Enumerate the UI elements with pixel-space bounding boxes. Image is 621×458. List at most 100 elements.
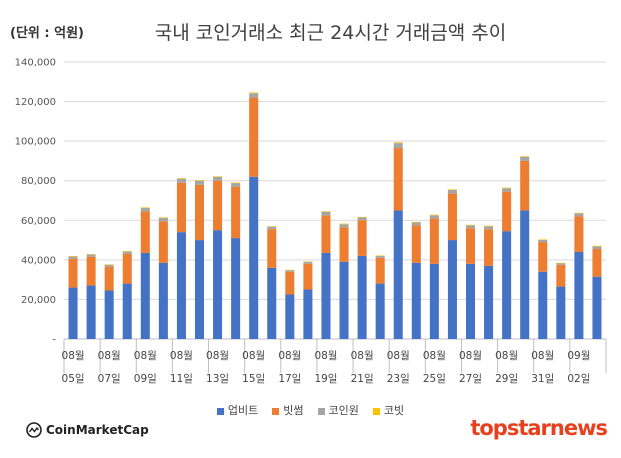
bar-segment-bithumb: [592, 248, 602, 277]
bar-segment-upbit: [502, 231, 512, 339]
x-tick-month: 08월: [98, 350, 121, 362]
x-tick-day: 19일: [314, 372, 337, 385]
bar-segment-coinone: [339, 224, 349, 228]
bar-segment-coinone: [502, 188, 512, 192]
bar-segment-bithumb: [231, 186, 241, 239]
bar-segment-korbit: [86, 254, 96, 255]
bar-segment-korbit: [321, 211, 331, 212]
bar-segment-upbit: [249, 176, 259, 339]
bar-segment-coinone: [158, 217, 168, 222]
bar-segment-bithumb: [393, 148, 403, 211]
bar-segment-korbit: [556, 262, 566, 264]
bar-segment-coinone: [429, 215, 439, 219]
bar-segment-korbit: [122, 251, 132, 252]
bar-segment-bithumb: [447, 193, 457, 241]
bar-segment-bithumb: [375, 257, 385, 284]
bar-segment-upbit: [339, 261, 349, 339]
bar-segment-upbit: [447, 240, 457, 339]
bar-segment-coinone: [556, 263, 566, 265]
legend-swatch: [372, 407, 380, 415]
legend-label: 빗썸: [283, 404, 304, 417]
bar-segment-coinone: [520, 156, 530, 161]
bar-segment-korbit: [429, 214, 439, 216]
x-tick-day: 13일: [206, 372, 229, 385]
x-tick-month: 08월: [423, 350, 446, 362]
bar-segment-bithumb: [357, 220, 367, 256]
bar-segment-korbit: [339, 223, 349, 225]
bar-segment-korbit: [357, 216, 367, 218]
bar-segment-korbit: [502, 187, 512, 189]
x-tick-month: 08월: [278, 350, 301, 362]
bar-segment-bithumb: [249, 97, 259, 177]
bar-segment-korbit: [484, 225, 494, 227]
x-tick-day: 11일: [170, 372, 193, 385]
chart-title: 국내 코인거래소 최근 24시간 거래금액 추이: [154, 22, 507, 44]
bar-segment-upbit: [285, 294, 295, 339]
x-tick-day: 21일: [351, 372, 374, 385]
x-tick-day: 17일: [278, 372, 301, 385]
bar-segment-upbit: [411, 262, 421, 339]
y-tick-label: 60,000: [21, 216, 56, 227]
bar-segment-bithumb: [213, 180, 223, 231]
legend-swatch: [216, 407, 224, 415]
bar-segment-bithumb: [556, 264, 566, 287]
bar-segment-upbit: [393, 210, 403, 339]
bar-segment-korbit: [231, 182, 241, 184]
bar-segment-bithumb: [502, 191, 512, 232]
bar-segment-bithumb: [303, 263, 313, 290]
bar-segment-upbit: [104, 290, 114, 339]
bar-segment-upbit: [68, 287, 78, 339]
bar-segment-coinone: [231, 183, 241, 187]
bar-segment-coinone: [249, 93, 259, 98]
bar-segment-korbit: [520, 156, 530, 157]
y-tick-label: 100,000: [15, 137, 56, 148]
bar-segment-bithumb: [140, 211, 150, 253]
bar-segment-korbit: [176, 178, 186, 179]
bar-segment-upbit: [592, 276, 602, 339]
bar-segment-korbit: [574, 212, 584, 214]
bar-segment-coinone: [375, 255, 385, 258]
bar-segment-bithumb: [86, 256, 96, 286]
bar-segment-coinone: [321, 211, 331, 216]
bar-segment-upbit: [213, 230, 223, 339]
bar-segment-korbit: [285, 269, 295, 271]
bar-segment-coinone: [574, 213, 584, 217]
bar-segment-upbit: [140, 252, 150, 339]
stacked-bar-chart: - 20,000 40,000 60,000 80,000 100,000 120,000 1…: [15, 58, 607, 385]
bar-segment-upbit: [375, 283, 385, 339]
legend-label: 코인원: [328, 404, 359, 417]
y-tick-label: 40,000: [21, 255, 56, 266]
bar-segment-korbit: [104, 264, 114, 265]
bar-segment-bithumb: [411, 225, 421, 263]
bar-segment-korbit: [538, 239, 548, 240]
legend-swatch: [317, 407, 325, 415]
bar-segment-coinone: [411, 222, 421, 226]
bar-segment-coinone: [303, 261, 313, 264]
legend-swatch: [272, 407, 280, 415]
legend-item-bithumb: 빗썸: [272, 402, 304, 418]
bar-segment-bithumb: [194, 184, 205, 241]
x-tick-month: 08월: [351, 350, 374, 362]
bar-segment-upbit: [231, 238, 241, 339]
legend-item-korbit: 코빗: [372, 402, 404, 418]
bar-segment-upbit: [429, 263, 439, 339]
bar-segment-upbit: [176, 232, 186, 339]
x-tick-month: 08월: [170, 350, 193, 362]
x-tick-day: 23일: [387, 372, 410, 385]
y-tick-label: 20,000: [21, 295, 56, 306]
x-tick-day: 29일: [495, 372, 518, 385]
bar-segment-korbit: [447, 189, 457, 191]
x-tick-day: 07일: [98, 372, 121, 385]
x-tick-day: 15일: [242, 372, 265, 385]
x-tick-month: 08월: [134, 350, 157, 362]
x-tick-month: 08월: [531, 350, 554, 362]
bar-segment-bithumb: [574, 216, 584, 252]
bar-segment-bithumb: [176, 182, 186, 233]
bar-segment-korbit: [592, 245, 602, 247]
coinmarketcap-icon: [26, 422, 42, 438]
bar-segment-upbit: [574, 251, 584, 339]
x-tick-day: 27일: [459, 372, 482, 385]
bar-segment-korbit: [411, 221, 421, 223]
x-tick-day: 25일: [423, 372, 446, 385]
bar-segment-coinone: [176, 178, 186, 183]
